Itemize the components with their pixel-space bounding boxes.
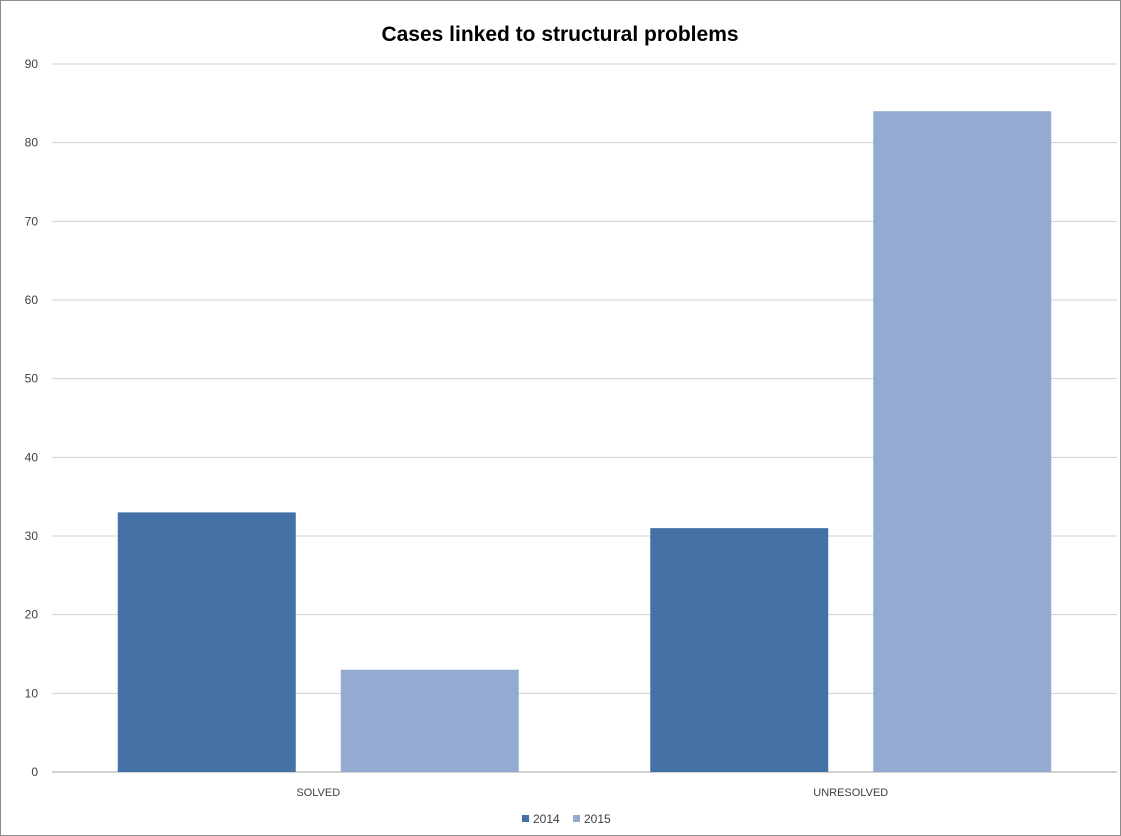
legend-label: 2015 — [584, 812, 611, 826]
y-tick-label: 40 — [25, 450, 39, 464]
legend-label: 2014 — [533, 812, 560, 826]
bar-unresolved-2015 — [873, 111, 1052, 772]
y-tick-label: 90 — [25, 57, 39, 71]
legend-swatch-2014 — [522, 815, 529, 822]
bars — [117, 111, 1052, 772]
y-tick-label: 70 — [25, 214, 39, 228]
y-tick-label: 80 — [25, 136, 39, 150]
y-tick-label: 0 — [31, 765, 38, 779]
bar-unresolved-2014 — [650, 528, 829, 772]
legend-swatch-2015 — [573, 815, 580, 822]
y-tick-label: 30 — [25, 529, 39, 543]
x-category-label: UNRESOLVED — [813, 787, 888, 799]
y-tick-label: 60 — [25, 293, 39, 307]
bar-solved-2014 — [117, 512, 296, 772]
y-tick-label: 20 — [25, 608, 39, 622]
x-category-label: SOLVED — [296, 787, 340, 799]
y-tick-label: 50 — [25, 372, 39, 386]
x-axis-categories: SOLVED UNRESOLVED — [296, 787, 888, 799]
legend: 2014 2015 — [522, 812, 611, 826]
chart-title: Cases linked to structural problems — [381, 23, 738, 46]
y-tick-label: 10 — [25, 686, 39, 700]
bar-solved-2015 — [340, 669, 519, 772]
y-axis-ticks: 0 10 20 30 40 50 60 70 80 90 — [25, 57, 39, 779]
